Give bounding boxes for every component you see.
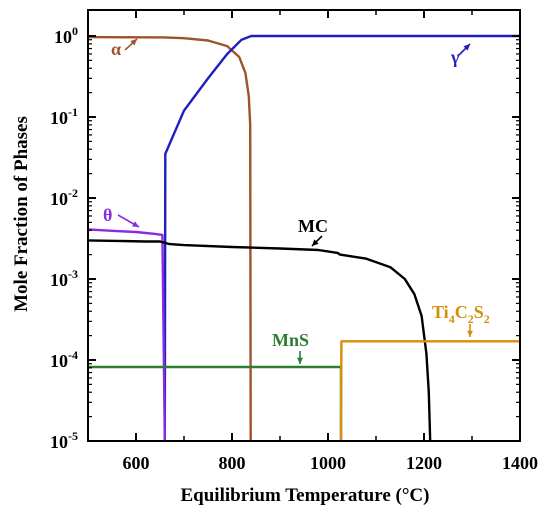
axis-layer: 600 800 1000 1200 1400 100 10-1 10-2 10-3 10-4 10-…: [50, 10, 538, 473]
theta-label: θ: [103, 205, 112, 225]
y-tick-label: 10-4: [50, 348, 78, 371]
y-tick-label: 10-1: [50, 105, 78, 128]
gamma-label: γ: [450, 47, 460, 67]
x-tick-label: 1400: [502, 453, 538, 473]
mns-label: MnS: [272, 330, 309, 350]
series-line-5: [339, 340, 520, 442]
series-layer: [87, 34, 520, 442]
gamma-arrowhead: [463, 44, 470, 51]
x-axis-label: Equilibrium Temperature (°C): [181, 485, 430, 506]
series-line-2: [87, 228, 166, 442]
x-tick-label: 800: [219, 453, 246, 473]
y-tick-label: 10-2: [50, 186, 78, 209]
y-tick-label: 10-5: [50, 429, 78, 452]
series-line-3: [87, 239, 432, 442]
y-tick-label: 100: [54, 24, 78, 47]
mc-label: MC: [298, 216, 328, 236]
ti4c2s2-arrowhead: [467, 330, 473, 337]
series-line-4: [88, 365, 343, 441]
theta-arrowhead: [132, 221, 139, 227]
ti4c2s2-label: Ti4C2S2: [432, 302, 490, 326]
x-tick-label: 1000: [310, 453, 346, 473]
mc-arrowhead: [312, 239, 319, 246]
x-tick-label: 600: [123, 453, 150, 473]
mns-arrowhead: [297, 357, 303, 364]
x-tick-label: 1200: [406, 453, 442, 473]
plot-frame: [87, 9, 521, 442]
series-line-0: [87, 35, 252, 442]
series-line-1: [163, 34, 520, 442]
alpha-arrowhead: [130, 39, 137, 46]
y-axis-label: Mole Fraction of Phases: [11, 116, 32, 312]
alpha-label: α: [111, 39, 121, 59]
y-tick-label: 10-3: [50, 267, 78, 290]
annotation-layer: α γ θ MC MnS Ti4C2S2: [103, 38, 490, 364]
